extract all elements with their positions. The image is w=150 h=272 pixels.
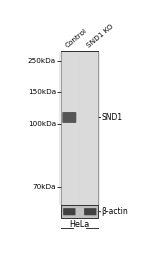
Text: 70kDa: 70kDa [32,184,56,190]
Bar [59,52,79,205]
Text: SND1 KO: SND1 KO [86,23,115,49]
Text: Control: Control [65,28,89,49]
Bar [80,52,100,205]
Text: SND1: SND1 [101,113,122,122]
Text: 100kDa: 100kDa [28,121,56,127]
Text: β-actin: β-actin [101,207,128,216]
FancyBboxPatch shape [63,208,75,215]
Bar [61,51,98,205]
FancyBboxPatch shape [84,208,96,215]
Text: 150kDa: 150kDa [28,89,56,95]
Text: 250kDa: 250kDa [28,58,56,64]
Bar [61,205,98,218]
FancyBboxPatch shape [62,112,76,123]
Text: HeLa: HeLa [70,220,90,229]
